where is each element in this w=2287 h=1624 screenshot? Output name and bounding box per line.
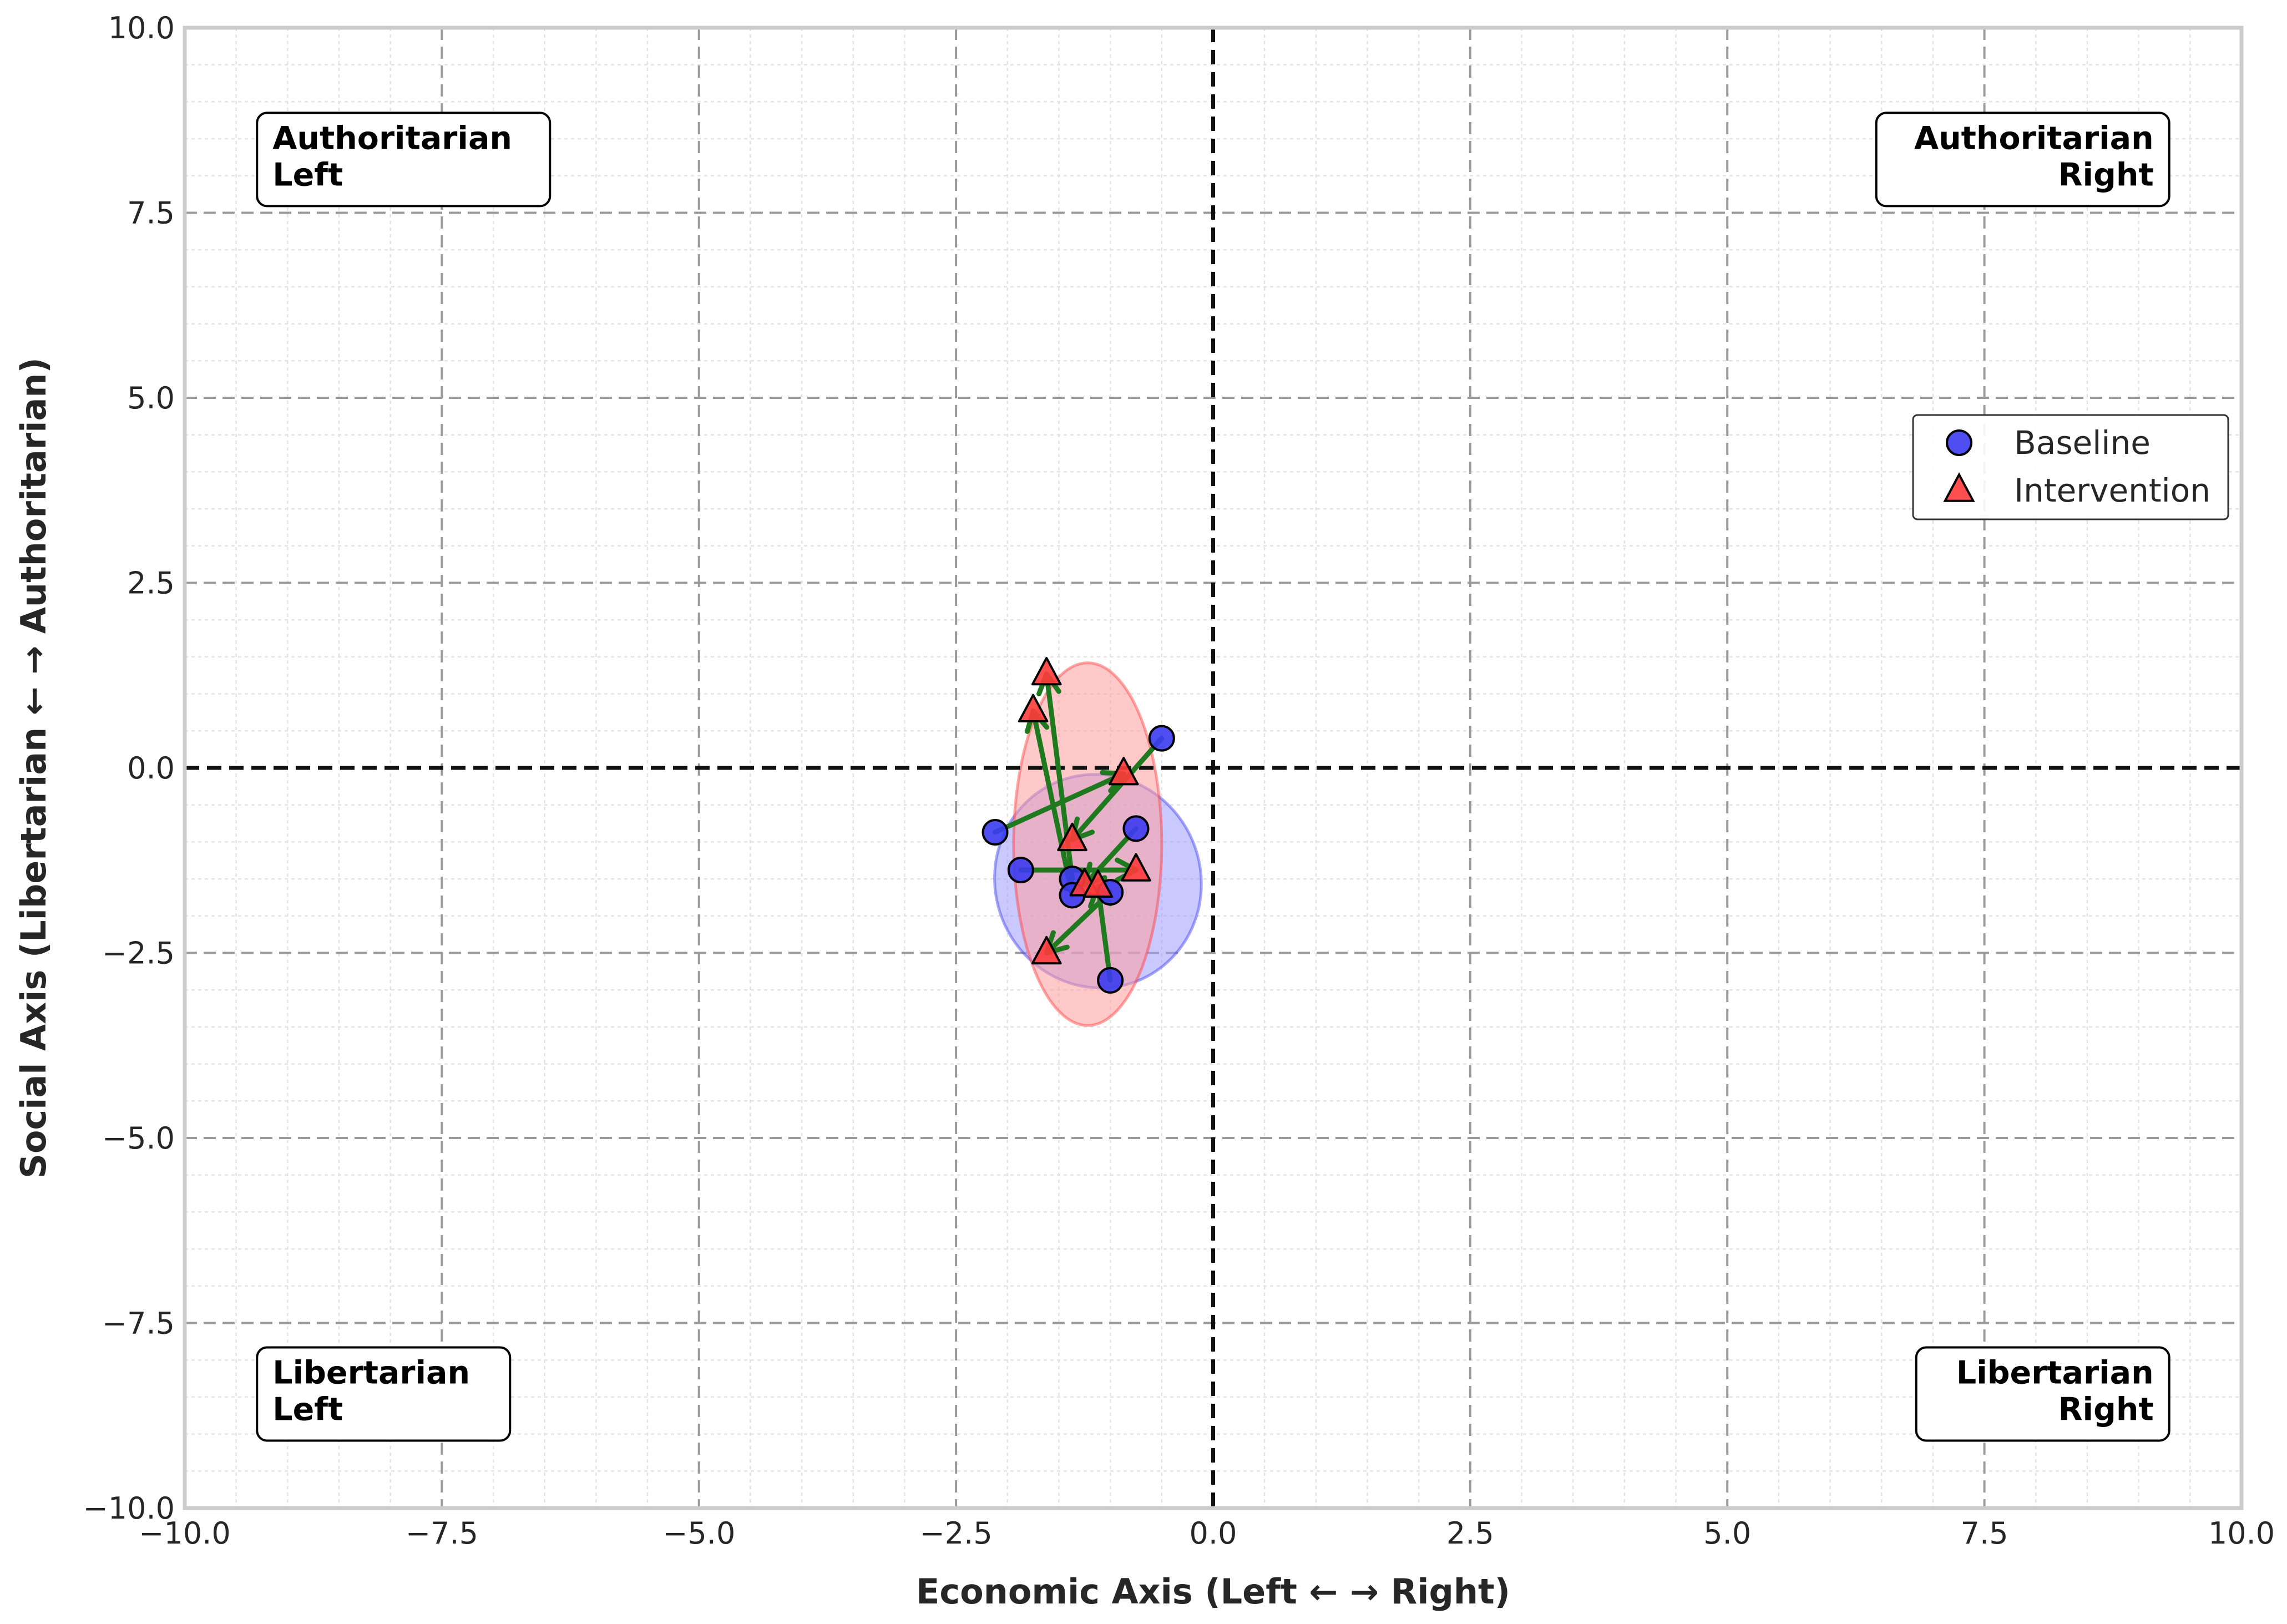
quadrant-labels: AuthoritarianLeftAuthoritarianRightLiber… [256, 112, 2170, 1442]
baseline-point [981, 819, 1009, 846]
zero-lines [185, 28, 2242, 1508]
quadrant-label-box [1915, 1346, 2170, 1442]
x-tick-label: −5.0 [662, 1516, 735, 1551]
quadrant-label-line1: Libertarian [272, 1355, 470, 1392]
x-tick-label: −10.0 [139, 1516, 230, 1551]
x-axis-title: Economic Axis (Left ← → Right) [916, 1571, 1510, 1612]
axis-titles: Economic Axis (Left ← → Right) Social Axi… [13, 357, 1510, 1612]
intervention-point [1018, 694, 1049, 722]
y-tick-label: −10.0 [83, 1491, 175, 1526]
legend-intervention-marker [1943, 472, 1975, 502]
legend: Baseline Intervention [1912, 414, 2229, 520]
y-tick-label: 2.5 [127, 566, 175, 601]
legend-label: Baseline [2014, 424, 2151, 462]
tick-labels: −10.0 −7.5 −5.0 −2.5 0.0 2.5 5.0 7.5 10.0 −10.0 −7… [83, 11, 2275, 1551]
y-tick-label: 0.0 [127, 751, 175, 786]
intervention-point [1057, 822, 1087, 852]
arrow-shaft [1030, 708, 1075, 898]
legend-label: Intervention [2014, 472, 2210, 509]
x-tick-label: −7.5 [406, 1516, 478, 1551]
y-tick-label: 7.5 [127, 196, 175, 231]
baseline-point [1122, 815, 1150, 842]
x-tick-label: 5.0 [1703, 1516, 1751, 1551]
legend-baseline-marker [1946, 429, 1972, 456]
quadrant-label-line1: Libertarian [1956, 1355, 2154, 1392]
quadrant-label-line2: Left [272, 156, 343, 193]
x-tick-label: 2.5 [1446, 1516, 1494, 1551]
quadrant-label-box [256, 112, 551, 208]
quadrant-label-line2: Right [2058, 1392, 2154, 1428]
x-tick-label: −2.5 [920, 1516, 993, 1551]
intervention-point [1108, 757, 1139, 786]
y-axis-title: Social Axis (Libertarian ← → Authoritari… [13, 357, 54, 1178]
y-tick-label: −2.5 [102, 936, 175, 971]
y-tick-label: −5.0 [102, 1121, 175, 1156]
intervention-point [1031, 935, 1062, 965]
intervention-point [1082, 869, 1114, 898]
baseline-point [1097, 967, 1124, 994]
y-tick-label: 10.0 [108, 11, 175, 45]
quadrant-label-line1: Authoritarian [1914, 120, 2154, 156]
y-tick-label: −7.5 [102, 1306, 175, 1341]
baseline-point [1148, 725, 1175, 752]
x-tick-label: 0.0 [1190, 1516, 1237, 1551]
x-tick-label: 10.0 [2208, 1516, 2275, 1551]
plot-frame [183, 26, 2244, 1510]
arrow-shaft [1095, 883, 1113, 983]
quadrant-label-line1: Authoritarian [272, 120, 512, 156]
plot-border [183, 26, 2244, 1510]
arrow-shaft [1070, 736, 1165, 842]
intervention-point [1031, 656, 1062, 686]
arrow-shaft [993, 771, 1126, 835]
quadrant-label-line2: Left [272, 1392, 343, 1428]
quadrant-label-line2: Right [2058, 156, 2154, 193]
y-tick-label: 5.0 [127, 381, 175, 416]
baseline-point [1007, 857, 1034, 884]
data-points [981, 656, 1175, 994]
legend-box [1912, 414, 2229, 520]
x-tick-label: 7.5 [1961, 1516, 2008, 1551]
quadrant-label-box [1875, 112, 2170, 208]
quadrant-label-box [256, 1346, 512, 1442]
intervention-point [1121, 853, 1151, 882]
